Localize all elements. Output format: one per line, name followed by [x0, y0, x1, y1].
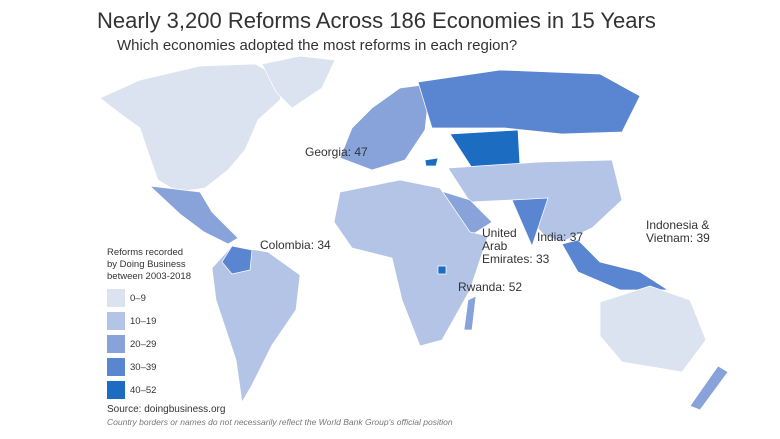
annotation: Georgia: 47 [305, 145, 368, 159]
title: Nearly 3,200 Reforms Across 186 Economie… [97, 8, 656, 33]
kazakhstan [449, 129, 521, 169]
legend-label: 0–9 [130, 293, 146, 304]
annotation: Arab [482, 239, 508, 253]
annotation: Indonesia & [646, 218, 709, 232]
rwanda [437, 265, 447, 275]
annotation: United [482, 226, 517, 240]
legend-swatch [107, 358, 125, 376]
legend-label: 20–29 [130, 339, 156, 350]
annotation: Colombia: 34 [260, 238, 331, 252]
annotation: Vietnam: 39 [646, 231, 710, 245]
annotation: Emirates: 33 [482, 252, 550, 266]
annotations: Georgia: 47 Colombia: 34 United Arab Emi… [260, 145, 710, 294]
legend-swatch [107, 312, 125, 330]
south-america [211, 245, 301, 404]
world-map [99, 55, 729, 411]
legend-swatch [107, 289, 125, 307]
legend-label: 40–52 [130, 385, 156, 396]
annotation: Rwanda: 52 [458, 280, 522, 294]
russia [417, 69, 641, 135]
legend-title: Reforms recorded [107, 247, 183, 258]
disclaimer: Country borders or names do not necessar… [107, 417, 453, 427]
southeast-asia [561, 239, 670, 291]
mexico [148, 185, 239, 245]
annotation: India: 37 [537, 230, 583, 244]
legend-title: between 2003-2018 [107, 271, 191, 282]
australia [599, 285, 707, 373]
legend-swatch [107, 335, 125, 353]
legend-title: by Doing Business [107, 259, 186, 270]
new-zealand [689, 365, 729, 411]
colombia [221, 245, 253, 275]
legend-swatch [107, 381, 125, 399]
subtitle: Which economies adopted the most reforms… [117, 37, 517, 54]
india [511, 197, 549, 247]
legend-label: 30–39 [130, 362, 156, 373]
legend-label: 10–19 [130, 316, 156, 327]
greenland [261, 55, 336, 109]
africa [333, 179, 489, 347]
source: Source: doingbusiness.org [107, 404, 225, 415]
madagascar [463, 295, 477, 331]
north-america [99, 63, 286, 193]
georgia [424, 157, 439, 167]
